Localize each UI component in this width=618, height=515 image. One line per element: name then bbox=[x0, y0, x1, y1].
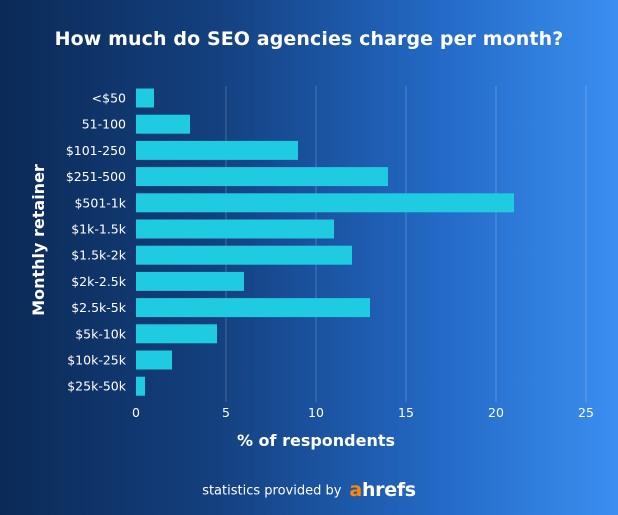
bar bbox=[136, 193, 514, 213]
bar bbox=[136, 376, 145, 396]
y-tick-label: 51-100 bbox=[82, 117, 126, 132]
x-tick-label: 10 bbox=[308, 405, 324, 420]
bar bbox=[136, 219, 334, 239]
ahrefs-logo: ahrefs bbox=[349, 479, 416, 501]
y-tick-label: $101-250 bbox=[66, 143, 126, 158]
chart-title: How much do SEO agencies charge per mont… bbox=[54, 28, 564, 50]
bar bbox=[136, 245, 352, 265]
y-tick-label: $5k-10k bbox=[75, 326, 127, 341]
credit-text: statistics provided by bbox=[202, 483, 342, 499]
y-tick-label: $1.5k-2k bbox=[71, 248, 127, 263]
bar bbox=[136, 350, 172, 370]
y-tick-label: $10k-25k bbox=[67, 353, 127, 368]
x-tick-label: 25 bbox=[578, 405, 594, 420]
y-tick-label: $25k-50k bbox=[67, 379, 127, 394]
y-tick-label: $1k-1.5k bbox=[71, 222, 127, 237]
x-tick-label: 5 bbox=[222, 405, 230, 420]
y-tick-label: $251-500 bbox=[66, 169, 126, 184]
x-tick-label: 15 bbox=[398, 405, 414, 420]
bar bbox=[136, 167, 388, 187]
bar bbox=[136, 271, 244, 291]
x-axis-title: % of respondents bbox=[237, 431, 395, 450]
bar bbox=[136, 140, 298, 160]
x-tick-label: 0 bbox=[132, 405, 140, 420]
y-tick-label: $2.5k-5k bbox=[71, 300, 127, 315]
y-tick-label: $501-1k bbox=[74, 195, 126, 210]
x-tick-label: 20 bbox=[488, 405, 504, 420]
bar bbox=[136, 324, 217, 344]
bar bbox=[136, 88, 154, 108]
bar bbox=[136, 114, 190, 134]
y-tick-label: <$50 bbox=[92, 91, 126, 106]
y-tick-label: $2k-2.5k bbox=[71, 274, 127, 289]
y-axis-title: Monthly retainer bbox=[29, 164, 48, 316]
bar bbox=[136, 298, 370, 318]
footer: statistics provided by ahrefs bbox=[0, 479, 618, 502]
